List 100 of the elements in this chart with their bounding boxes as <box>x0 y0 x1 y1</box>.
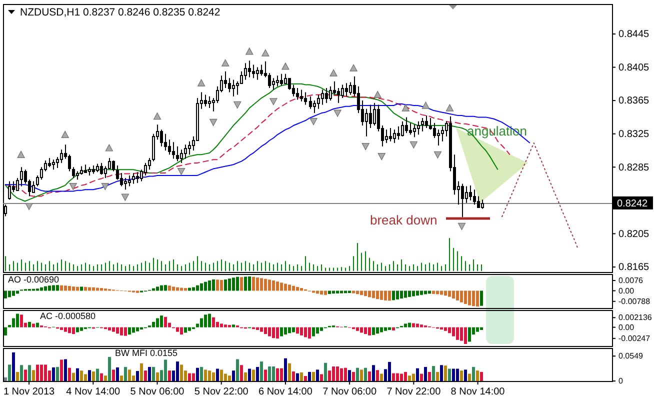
bar <box>180 327 183 334</box>
point <box>121 194 129 201</box>
bar <box>160 316 163 328</box>
bar <box>200 366 203 381</box>
y-tick-label: 0.8165 <box>618 262 650 274</box>
bar <box>196 285 199 291</box>
bar <box>340 368 343 381</box>
candlestick <box>349 82 352 96</box>
bar <box>68 286 71 291</box>
bar <box>440 290 443 295</box>
bar <box>428 290 431 294</box>
bar <box>172 286 175 291</box>
candlestick <box>140 169 143 182</box>
y-tick-label: 0.8325 <box>618 129 650 140</box>
bar <box>292 371 295 381</box>
bar <box>300 288 303 291</box>
candlestick <box>60 149 63 164</box>
bar <box>396 373 399 381</box>
chart-title: AC -0.000580 <box>40 311 96 322</box>
candlestick <box>433 122 436 138</box>
bar <box>296 327 299 334</box>
bar <box>304 327 307 338</box>
bar <box>84 374 87 381</box>
candlestick <box>132 172 135 184</box>
bar <box>36 364 39 381</box>
bar <box>300 372 303 381</box>
bar <box>364 290 367 296</box>
bar <box>280 282 283 291</box>
annotation: break down <box>370 212 438 228</box>
bar <box>384 327 387 331</box>
candlestick <box>128 174 131 187</box>
bar <box>448 368 451 381</box>
candlestick <box>304 92 307 106</box>
bar <box>120 327 123 336</box>
bar <box>64 327 67 332</box>
candlestick <box>72 166 75 178</box>
candlestick <box>477 196 480 208</box>
candlestick <box>469 184 472 201</box>
candlestick <box>160 129 163 147</box>
bar <box>328 290 331 294</box>
candlestick <box>417 120 420 136</box>
bar <box>396 290 399 300</box>
bar <box>348 370 351 381</box>
bar <box>164 316 167 328</box>
bar <box>44 286 47 291</box>
point <box>422 102 430 109</box>
bar <box>240 277 243 291</box>
point <box>362 143 370 150</box>
bar <box>200 283 203 291</box>
bar <box>16 372 19 381</box>
bar <box>424 366 427 381</box>
bar <box>148 366 151 381</box>
bar <box>336 290 339 294</box>
bar <box>164 360 167 381</box>
bar <box>404 324 407 328</box>
candlestick <box>252 64 255 79</box>
bar <box>164 285 167 291</box>
bar <box>460 290 463 302</box>
bar <box>268 280 271 291</box>
bar <box>388 362 391 381</box>
candlestick <box>232 79 235 97</box>
x-tick-label: 7 Nov 22:00 <box>386 386 442 398</box>
bar <box>60 285 63 291</box>
bar <box>68 368 71 381</box>
candlestick <box>164 133 167 151</box>
bar <box>412 374 415 381</box>
point <box>177 168 186 176</box>
bar <box>124 366 127 381</box>
bar <box>184 327 187 333</box>
candlestick <box>112 160 115 172</box>
bar <box>92 287 95 291</box>
bar <box>156 318 159 328</box>
bar <box>112 327 115 332</box>
point <box>374 90 382 98</box>
bar <box>348 290 351 294</box>
bar <box>48 286 51 291</box>
bar <box>204 370 207 381</box>
bar <box>80 327 83 331</box>
bar <box>304 376 307 381</box>
bar <box>72 372 75 381</box>
bar <box>392 290 395 300</box>
point <box>105 144 113 152</box>
candlestick <box>152 133 155 162</box>
bar <box>176 361 179 381</box>
candlestick <box>144 162 147 176</box>
candlestick <box>240 70 243 84</box>
bar <box>76 368 79 381</box>
y-tick-label: 0 <box>618 376 624 386</box>
bar <box>176 287 179 291</box>
bar <box>436 290 439 294</box>
bar <box>388 327 391 330</box>
bar <box>200 318 203 328</box>
bar <box>312 327 315 336</box>
bar <box>456 368 459 381</box>
bar <box>228 278 231 291</box>
bar <box>444 366 447 381</box>
bar <box>380 327 383 332</box>
bar <box>256 278 259 291</box>
bar <box>476 327 479 332</box>
bar <box>112 370 115 381</box>
